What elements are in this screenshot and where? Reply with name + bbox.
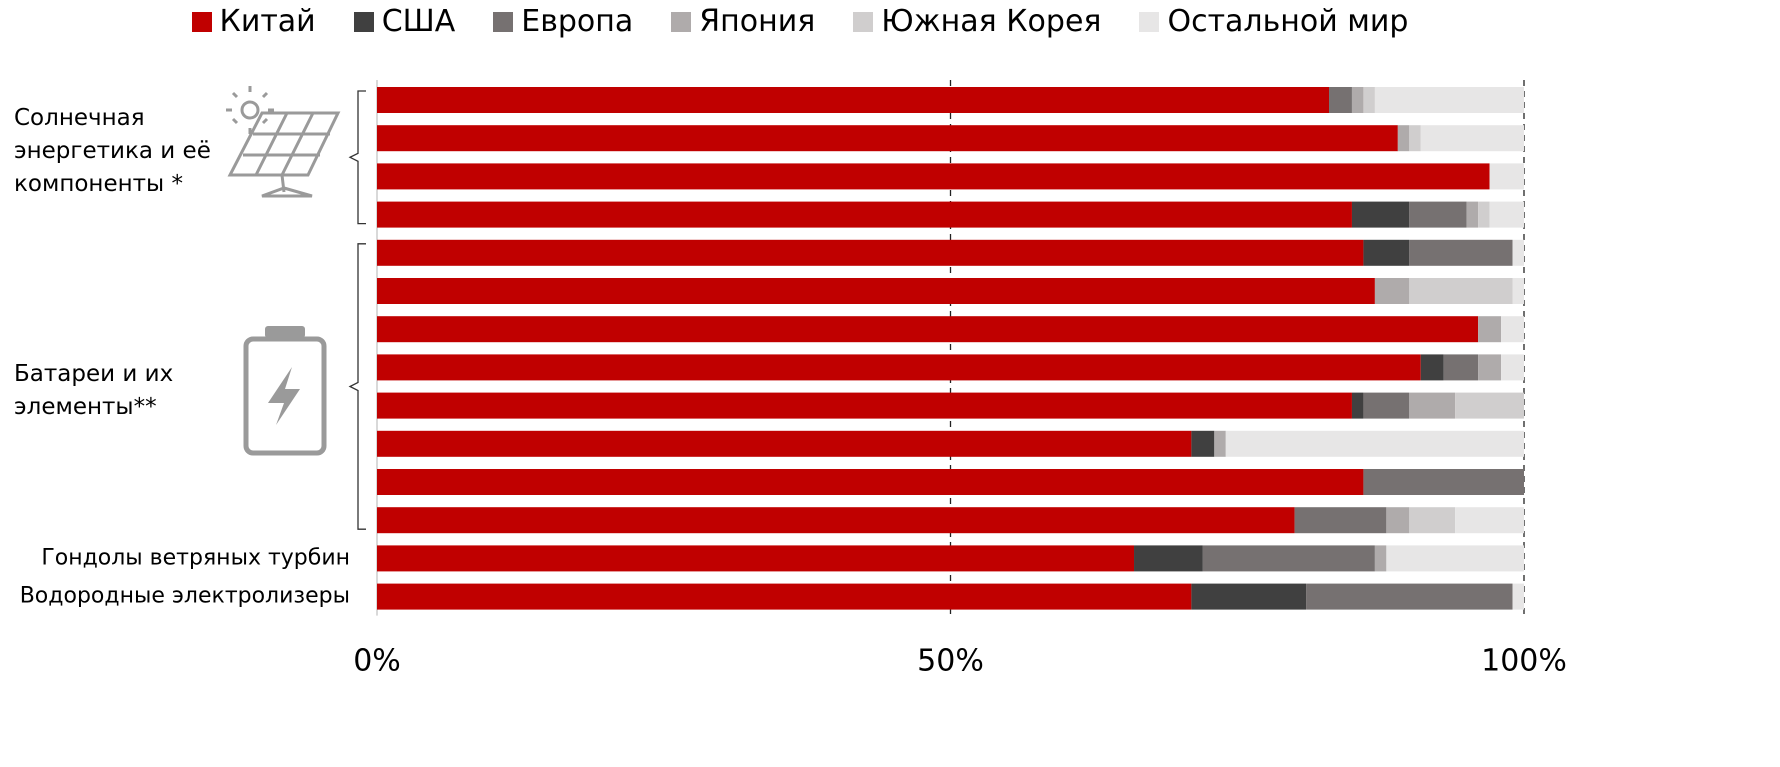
bar-segment [1351,87,1364,113]
legend-swatch [671,11,692,32]
bar-segment [1329,87,1352,113]
bar-segment [1374,545,1387,572]
bar-segment [377,430,1192,457]
bar-segment [1363,392,1410,419]
bar-segment [1455,392,1524,419]
bar-segment [1134,545,1203,572]
bar-segment [1512,583,1524,610]
bar-segment [1409,125,1421,152]
bar-segment [1351,201,1410,228]
legend-label: Китай [219,4,316,39]
legend-item: Европа [493,4,633,39]
legend-label: Остальной мир [1167,4,1409,39]
bar-segment [1409,239,1513,266]
bar-segment [377,354,1421,381]
legend-swatch [493,11,514,32]
legend-item: Китай [191,4,316,39]
bar-segment [1420,125,1524,152]
bar-segment [377,201,1352,228]
bar-segment [1478,354,1502,381]
bar-segment [1363,239,1410,266]
bar-segment [377,278,1375,304]
bar-segment [1409,507,1456,534]
bar-segment [1191,430,1215,457]
bar-segment [1443,354,1479,381]
bracket [348,243,366,530]
bar-segment [377,507,1295,534]
bar-segment [377,392,1352,419]
bar-segment [1214,430,1226,457]
annotation: Солнечная энергетика и её компоненты * [14,105,211,197]
bar-segment [377,469,1364,495]
bar-segment [1512,278,1524,304]
bar-segment [1478,316,1502,343]
bar-segment [1489,201,1524,228]
bar-segment [377,125,1398,152]
bar-segment [377,316,1479,343]
bar-segment [377,239,1364,266]
y-tick-label: Гондолы ветряных турбин [41,545,350,570]
legend-swatch [353,11,374,32]
bar-segment [1374,87,1524,113]
legend-label: Япония [699,4,816,39]
bar-segment [1489,163,1524,190]
legend-item: Япония [671,4,815,39]
x-tick-label: 50% [917,644,984,679]
bar-segment [1409,201,1467,228]
annotation: Батареи и их элементы** [14,361,174,420]
bar-segment [1363,87,1375,113]
y-tick-label: Водородные электролизеры [20,584,350,609]
bar-segment [1306,583,1513,610]
legend-swatch [1139,11,1160,32]
legend-label: Европа [521,4,634,39]
bar-segment [1478,201,1490,228]
bar-segment [1501,354,1524,381]
legend-label: Южная Корея [881,4,1102,39]
bar-segment [1455,507,1524,534]
bar-segment [377,87,1330,113]
bar-segment [377,583,1192,610]
bar-segment [1397,125,1410,152]
legend-swatch [191,11,212,32]
bar-segment [1351,392,1364,419]
bar-segment [1363,469,1524,495]
legend-label: США [381,4,456,39]
legend-item: Остальной мир [1139,4,1408,39]
bar-segment [1374,278,1410,304]
bar-segment [1466,201,1479,228]
bracket [348,90,366,225]
legend-swatch [853,11,874,32]
bar-segment [377,163,1490,190]
solar-icon [226,86,341,198]
legend-item: Южная Корея [853,4,1101,39]
bar-segment [1294,507,1387,534]
legend-item: США [353,4,456,39]
bar-segment [377,545,1135,572]
bar-segment [1191,583,1307,610]
bar-segment [1386,545,1524,572]
bar-segment [1501,316,1524,343]
bar-segment [1420,354,1444,381]
bar-segment [1386,507,1410,534]
x-tick-label: 0% [353,644,401,679]
x-tick-label: 100% [1481,644,1567,679]
battery-icon [243,326,327,456]
legend: Китай США Европа Япония Южная Корея Остальной… [0,4,1600,39]
bar-segment [1512,239,1524,266]
bar-segment [1202,545,1375,572]
bar-segment [1409,278,1513,304]
bar-segment [1409,392,1456,419]
bar-segment [1225,430,1524,457]
